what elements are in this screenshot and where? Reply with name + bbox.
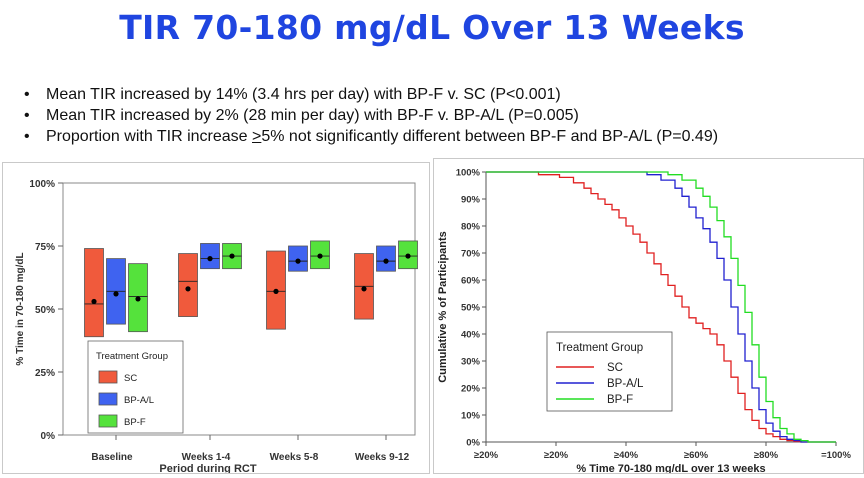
bullet-text-pre: Proportion with TIR increase: [46, 128, 253, 145]
y-axis-label: % Time in 70-180 mg/dL: [15, 252, 26, 365]
bullet-text: Mean TIR increased by 2% (28 min per day…: [46, 107, 579, 124]
box-mean-point: [135, 296, 141, 302]
box-mean-point: [295, 258, 301, 264]
legend-label: BP-A/L: [124, 395, 154, 406]
box-mean-point: [273, 288, 279, 294]
cdf-chart-panel: 0% 10% 20% 30% 40% 50% 60% 70% 80% 90% 100% Cumulat…: [433, 158, 864, 476]
bullet-item: Mean TIR increased by 2% (28 min per day…: [24, 105, 854, 126]
bullet-text-underlined: >: [252, 128, 262, 145]
y-tick-label: 50%: [461, 303, 481, 314]
cdf-chart: 0% 10% 20% 30% 40% 50% 60% 70% 80% 90% 100% Cumulat…: [437, 168, 851, 476]
box-chart: 0% 25% 50% 75% 100% % Time in 70-180 mg/dL Bas…: [15, 179, 418, 475]
cdf-legend: Treatment Group SC BP-A/L BP-F: [546, 331, 673, 412]
y-tick-label: 30%: [461, 357, 481, 368]
bullet-list: Mean TIR increased by 14% (3.4 hrs per d…: [24, 84, 854, 147]
legend-label: SC: [124, 373, 137, 384]
cdf-line-bp-f: [486, 171, 836, 443]
y-axis-label: Cumulative % of Participants: [437, 231, 449, 383]
box-mean-point: [405, 253, 411, 259]
legend-title: Treatment Group: [96, 351, 168, 362]
slide-title: TIR 70-180 mg/dL Over 13 Weeks: [119, 8, 745, 47]
box-mean-point: [361, 286, 367, 292]
box-mean-point: [229, 253, 235, 259]
x-tick-label: ≥40%: [614, 450, 639, 461]
x-tick-label: Baseline: [91, 452, 133, 463]
y-tick-label: 100%: [456, 168, 481, 179]
x-axis-label: Period during RCT: [159, 463, 256, 473]
x-tick-label: ≥80%: [754, 450, 779, 461]
box-mean-point: [185, 286, 191, 292]
y-tick-label: 90%: [461, 195, 481, 206]
legend-label: BP-F: [124, 417, 146, 428]
box-mean-point: [91, 298, 97, 305]
y-tick-label: 20%: [461, 384, 481, 395]
legend-label: BP-A/L: [607, 378, 644, 390]
y-tick-label: 25%: [35, 368, 55, 379]
y-tick-label: 50%: [35, 305, 55, 316]
legend-label: SC: [607, 362, 623, 374]
y-tick-label: 60%: [461, 276, 481, 287]
x-tick-label: Weeks 5-8: [270, 452, 319, 463]
bullet-text-post: 5% not significantly different between B…: [261, 128, 719, 145]
x-axis-label: % Time 70-180 mg/dL over 13 weeks: [576, 463, 765, 473]
legend-swatch-sc: [98, 370, 118, 384]
y-tick-label: 10%: [461, 411, 481, 422]
box-mean-point: [317, 253, 323, 259]
box-mean-point: [383, 258, 389, 264]
legend-swatch-bp-al: [98, 392, 118, 406]
legend-title: Treatment Group: [556, 342, 643, 354]
bullet-text: Mean TIR increased by 14% (3.4 hrs per d…: [46, 86, 561, 103]
y-tick-label: 100%: [29, 179, 55, 190]
cdf-line-bp-al: [486, 171, 836, 443]
legend-frame: [546, 331, 673, 412]
x-tick-label: Weeks 1-4: [182, 452, 231, 463]
box-mean-point: [207, 256, 213, 262]
box-chart-panel: 0% 25% 50% 75% 100% % Time in 70-180 mg/dL Bas…: [2, 162, 430, 475]
x-tick-label: ≥20%: [474, 450, 499, 461]
cdf-line-sc: [486, 171, 836, 443]
box-legend: Treatment Group SC BP-A/L BP-F: [87, 340, 184, 434]
y-tick-label: 80%: [461, 222, 481, 233]
x-tick-label: ≥60%: [684, 450, 709, 461]
y-tick-label: 75%: [35, 242, 55, 253]
x-tick-label: =100%: [821, 450, 851, 461]
y-tick-label: 0%: [466, 438, 480, 449]
x-tick-label: Weeks 9-12: [355, 452, 410, 463]
box-sc-2: [178, 253, 198, 317]
box-mean-point: [113, 291, 119, 297]
x-tick-label: ≥20%: [544, 450, 569, 461]
y-tick-label: 0%: [41, 431, 56, 442]
bullet-item: Proportion with TIR increase >5% not sig…: [24, 126, 854, 147]
legend-label: BP-F: [607, 394, 633, 406]
bullet-item: Mean TIR increased by 14% (3.4 hrs per d…: [24, 84, 854, 105]
y-tick-label: 70%: [461, 249, 481, 260]
box-sc-1: [84, 248, 104, 338]
y-tick-label: 40%: [461, 330, 481, 341]
legend-swatch-bp-f: [98, 414, 118, 428]
